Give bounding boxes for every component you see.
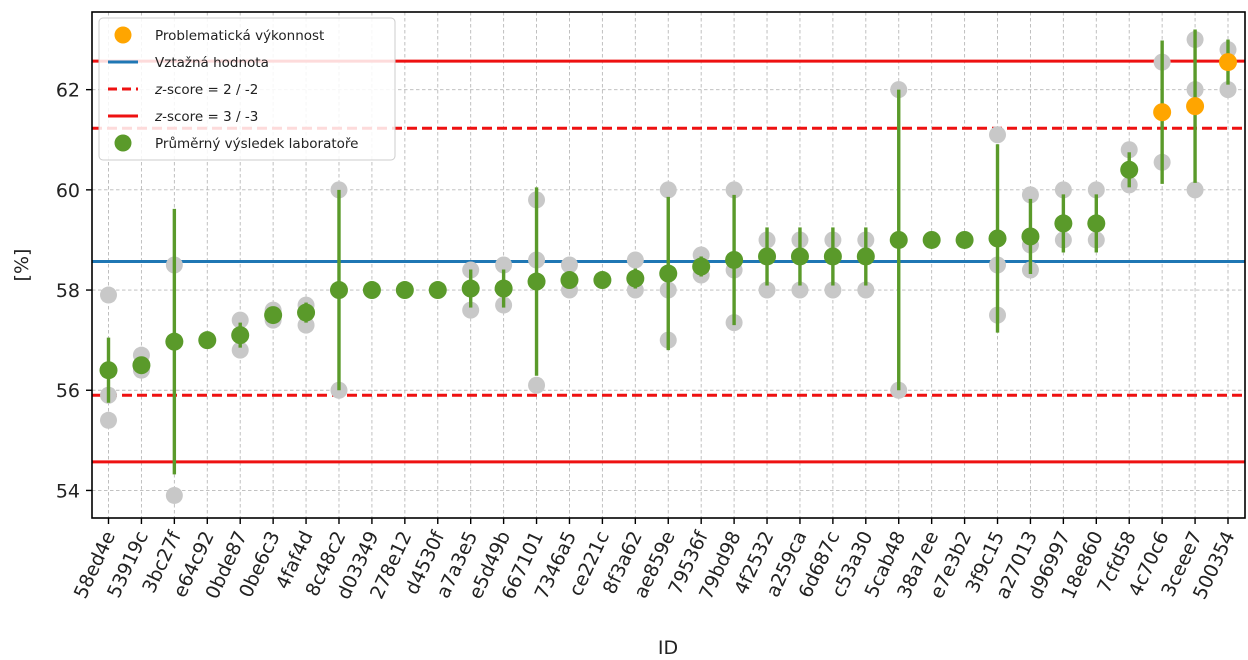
legend-label-prefix: z — [154, 109, 163, 125]
y-tick-label: 56 — [56, 380, 80, 402]
mean-point — [626, 269, 645, 288]
mean-point — [231, 326, 250, 345]
mean-point — [428, 281, 447, 300]
mean-point — [527, 272, 546, 291]
legend-label: z-score = 3 / -3 — [154, 109, 258, 125]
replicate-point — [100, 286, 117, 304]
mean-point — [198, 331, 217, 350]
replicate-point — [1021, 186, 1039, 204]
mean-point — [593, 271, 612, 290]
replicate-point — [560, 256, 578, 274]
legend-label-text: Problematická výkonnost — [155, 28, 324, 44]
legend-label: Průměrný výsledek laboratoře — [155, 136, 358, 152]
mean-point — [461, 279, 480, 298]
legend-label-text: -score = 2 / -2 — [162, 82, 258, 98]
legend-box — [98, 17, 396, 161]
mean-point — [889, 230, 908, 249]
replicate-point — [297, 316, 315, 334]
mean-point — [362, 281, 381, 300]
y-tick-label: 60 — [56, 180, 80, 202]
mean-point — [659, 264, 678, 283]
replicate-point — [659, 181, 677, 199]
mean-point — [494, 279, 513, 298]
replicate-point — [495, 256, 513, 274]
mean-point — [560, 271, 579, 290]
mean-point — [725, 250, 744, 269]
x-axis-title: ID — [658, 637, 678, 659]
replicate-point — [100, 411, 117, 429]
mean-point — [758, 247, 777, 266]
replicate-point — [857, 281, 875, 299]
legend-label: Problematická výkonnost — [155, 28, 324, 44]
plot-area — [99, 29, 1237, 504]
replicate-point — [462, 301, 480, 319]
legend-label: z-score = 2 / -2 — [154, 82, 258, 98]
mean-point — [955, 230, 974, 249]
replicate-point — [758, 281, 776, 299]
legend-label-text: -score = 3 / -3 — [162, 109, 258, 125]
replicate-point — [1120, 141, 1138, 159]
y-tick-label: 58 — [56, 280, 80, 302]
replicate-point — [1087, 181, 1105, 199]
mean-point — [395, 281, 414, 300]
mean-point — [1021, 227, 1040, 246]
mean-point — [922, 230, 941, 249]
replicate-point — [528, 376, 546, 394]
replicate-point — [1054, 181, 1072, 199]
problematic-point — [1186, 97, 1205, 116]
mean-point — [790, 247, 809, 266]
legend-label-text: Průměrný výsledek laboratoře — [155, 136, 358, 152]
replicate-point — [725, 181, 743, 199]
y-tick-label: 62 — [56, 80, 80, 102]
mean-point — [692, 257, 711, 276]
mean-point — [329, 281, 348, 300]
mean-point — [1054, 214, 1073, 233]
problematic-point — [1153, 103, 1172, 122]
mean-point — [856, 247, 875, 266]
replicate-point — [626, 251, 644, 269]
replicate-point — [1186, 181, 1204, 199]
replicate-point — [231, 341, 249, 359]
replicate-point — [231, 311, 249, 329]
y-tick-label: 54 — [56, 480, 80, 502]
mean-point — [823, 247, 842, 266]
y-axis-title: [%] — [11, 249, 33, 282]
legend-marker — [114, 134, 132, 152]
problematic-point — [1219, 53, 1237, 72]
mean-point — [1087, 214, 1106, 233]
mean-point — [165, 332, 184, 351]
mean-point — [988, 229, 1007, 248]
replicate-point — [989, 126, 1007, 144]
mean-point — [99, 361, 118, 380]
replicate-point — [165, 486, 183, 504]
mean-point — [264, 306, 283, 325]
replicate-point — [1219, 81, 1237, 99]
legend-label-text: Vztažná hodnota — [155, 55, 269, 71]
mean-point — [132, 356, 151, 375]
mean-point — [297, 303, 316, 322]
legend-label: Vztažná hodnota — [155, 55, 269, 71]
replicate-point — [824, 281, 842, 299]
legend-label-prefix: z — [154, 82, 163, 98]
legend-marker — [114, 26, 132, 44]
mean-point — [1120, 160, 1139, 179]
replicate-point — [791, 281, 809, 299]
